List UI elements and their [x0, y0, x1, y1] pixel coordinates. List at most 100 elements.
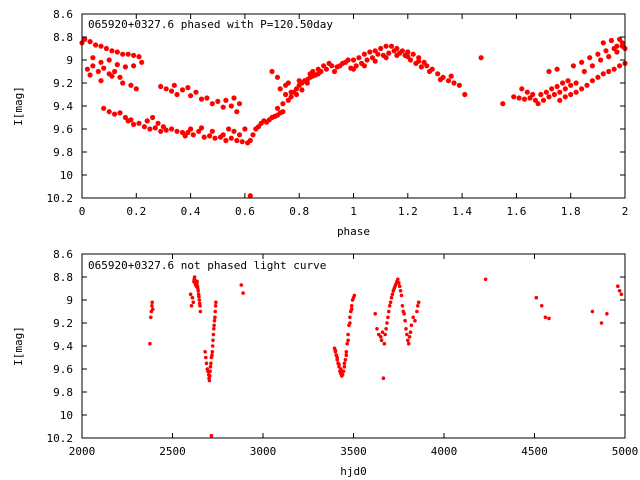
data-point	[394, 52, 400, 59]
data-point	[573, 89, 579, 95]
data-point	[614, 43, 620, 49]
data-point	[408, 330, 413, 335]
phased-x-tick-label: 1.6	[506, 205, 526, 218]
data-point	[210, 350, 215, 354]
data-point	[120, 80, 126, 86]
data-point	[617, 36, 623, 42]
data-point	[361, 51, 367, 57]
data-point	[323, 66, 329, 72]
data-point	[478, 55, 484, 61]
data-point	[560, 80, 566, 86]
data-point	[345, 341, 350, 346]
data-point	[389, 295, 394, 300]
data-point	[318, 68, 324, 75]
phased-y-axis-label: I[mag]	[12, 86, 25, 126]
data-point	[144, 118, 150, 124]
data-point	[451, 80, 457, 86]
data-point	[348, 315, 352, 320]
data-point	[208, 364, 213, 369]
data-point	[568, 91, 574, 98]
data-point	[346, 338, 350, 343]
data-point	[139, 59, 145, 65]
phased-x-tick-label: 1.4	[452, 205, 472, 218]
data-point	[337, 63, 343, 69]
phased-y-tick-label: 8.6	[53, 8, 73, 21]
unphased-light-curve-panel: 2000 2500 3000 3500 4000 4500 5000 8.6 8.8 9 9.2 9.…	[12, 248, 638, 478]
data-point	[396, 277, 400, 282]
data-point	[299, 87, 305, 93]
data-point	[598, 57, 604, 63]
data-point	[600, 40, 606, 46]
data-point	[207, 133, 213, 139]
data-point	[148, 341, 152, 346]
data-point	[333, 348, 338, 353]
data-point	[350, 57, 357, 63]
unphased-y-tick-label: 9.2	[53, 317, 73, 330]
phased-y-tick-label: 9.2	[53, 77, 73, 90]
data-point	[516, 95, 522, 101]
data-point	[204, 95, 210, 101]
data-point	[114, 62, 120, 68]
data-point	[546, 94, 552, 100]
phased-y-tick-label: 9.8	[53, 146, 73, 159]
phased-x-tick-label: 0.4	[181, 205, 201, 218]
data-point	[191, 300, 196, 305]
unphased-x-tick-label: 5000	[612, 445, 639, 458]
data-point	[212, 323, 216, 328]
phased-light-curve-panel: 0 0.2 0.4 0.6 0.8 1 1.2 1.4 1.6 1.8 2 8.6 8.8 9 9.2 9.4…	[12, 8, 628, 238]
data-point	[387, 304, 392, 308]
data-point	[211, 338, 215, 343]
data-point	[462, 91, 468, 98]
data-point	[619, 40, 625, 46]
unphased-x-tick-label: 4000	[431, 445, 458, 458]
data-point	[288, 89, 294, 95]
data-point	[212, 135, 218, 141]
data-point	[198, 96, 205, 102]
data-point	[349, 304, 354, 308]
data-point	[606, 68, 612, 75]
data-point	[589, 78, 596, 84]
data-point	[367, 49, 373, 55]
data-point	[155, 120, 161, 126]
data-point	[554, 66, 560, 72]
data-point	[90, 63, 96, 69]
data-point	[397, 284, 402, 289]
data-point	[112, 111, 118, 117]
data-point	[98, 59, 104, 65]
data-point	[343, 358, 348, 362]
data-point	[382, 341, 387, 346]
data-point	[562, 94, 568, 100]
phased-y-tick-label: 8.8	[53, 31, 73, 44]
data-point	[511, 94, 517, 100]
data-point	[125, 118, 131, 124]
data-point	[386, 315, 390, 320]
data-point	[349, 307, 354, 312]
data-point	[212, 327, 216, 331]
phased-y-tick-label: 10	[60, 169, 73, 182]
data-point	[204, 361, 209, 366]
unphased-y-tick-label: 9.4	[53, 340, 73, 353]
data-point	[296, 78, 302, 84]
unphased-x-axis-label: hjd0	[340, 465, 367, 478]
phased-y-tick-label: 9.4	[53, 100, 73, 113]
data-point	[540, 97, 547, 103]
data-point	[283, 91, 289, 98]
data-point	[416, 58, 422, 64]
data-point	[344, 353, 349, 358]
data-point	[231, 128, 237, 134]
data-point	[136, 54, 142, 60]
data-point	[356, 55, 362, 61]
data-point	[595, 51, 601, 57]
data-point	[595, 74, 601, 80]
data-point	[101, 65, 107, 71]
data-point	[109, 73, 115, 79]
phased-axis-ticks: 0 0.2 0.4 0.6 0.8 1 1.2 1.4 1.6 1.8 2 8.6 8.8 9 9.2 9.4…	[47, 8, 629, 218]
data-point	[201, 134, 207, 140]
unphased-data-points	[148, 275, 624, 438]
data-point	[247, 137, 253, 144]
data-point	[128, 82, 134, 88]
data-point	[228, 103, 234, 109]
data-point	[195, 279, 199, 284]
data-point	[348, 321, 352, 325]
phased-y-tick-label: 10.2	[47, 192, 74, 205]
